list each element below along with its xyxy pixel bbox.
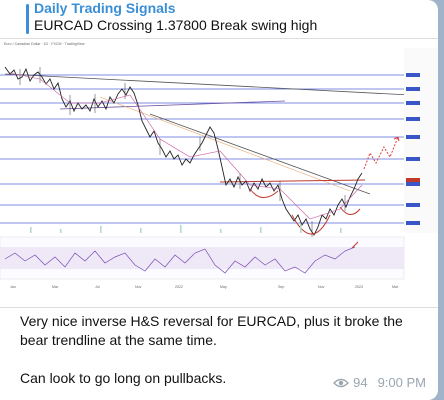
volume-bars xyxy=(30,224,342,233)
rsi-line xyxy=(4,246,356,274)
time-label: Jan xyxy=(10,285,16,289)
time-label: Jul xyxy=(95,285,100,289)
rsi-band xyxy=(0,247,404,269)
projection-arrowhead xyxy=(393,136,400,142)
left-shoulder-arc xyxy=(249,188,279,198)
time-label: 2023 xyxy=(355,285,363,289)
neckline xyxy=(219,179,366,183)
reply-author: Daily Trading Signals xyxy=(34,0,176,16)
projection-arrow xyxy=(363,136,399,170)
time-label: Sep xyxy=(278,285,284,289)
head-arc xyxy=(291,214,331,235)
chart-image[interactable]: Euro / Canadian Dollar · 1D · FXCM · Tra… xyxy=(0,38,438,308)
reply-text: EURCAD Crossing 1.37800 Break swing high xyxy=(34,17,318,33)
current-price-tag xyxy=(406,178,420,182)
caption-line: Very nice inverse H&S reversal for EURCA… xyxy=(20,313,403,348)
chart-header: Euro / Canadian Dollar · 1D · FXCM · Tra… xyxy=(4,42,85,46)
time-axis xyxy=(0,281,438,293)
time-label: Nov xyxy=(135,285,142,289)
time-label: Nov xyxy=(318,285,325,289)
time-label: Mar xyxy=(52,285,59,289)
right-shoulder-arc xyxy=(339,206,361,215)
moving-average-orange xyxy=(99,96,351,192)
price-axis xyxy=(404,48,438,233)
caption-line: Can look to go long on pullbacks. xyxy=(20,370,227,386)
time-label: Mar xyxy=(392,285,399,289)
long-trendline xyxy=(4,73,411,96)
purple-trendline xyxy=(59,100,286,110)
time-axis-labels: Jan Mar Jul Nov 2022 May Sep Nov 2023 Ma… xyxy=(10,285,399,289)
eye-icon xyxy=(333,378,350,387)
rsi-breakout-mark xyxy=(351,241,359,249)
reply-preview[interactable]: Daily Trading Signals EURCAD Crossing 1.… xyxy=(26,0,416,36)
horizontal-levels xyxy=(0,74,404,224)
reply-accent-bar xyxy=(26,4,29,34)
moving-average-pink xyxy=(9,72,363,220)
price-axis-tags xyxy=(406,73,420,225)
view-count: 94 xyxy=(353,375,368,390)
message-caption: Very nice inverse H&S reversal for EURCA… xyxy=(20,312,420,388)
price-series xyxy=(4,66,363,236)
time-label: 2022 xyxy=(175,285,183,289)
chart-svg: Euro / Canadian Dollar · 1D · FXCM · Tra… xyxy=(0,42,438,293)
main-plot-area xyxy=(0,48,404,233)
time-label: May xyxy=(220,285,227,289)
message-time: 9:00 PM xyxy=(377,375,426,390)
message-meta: 94 9:00 PM xyxy=(333,375,426,390)
